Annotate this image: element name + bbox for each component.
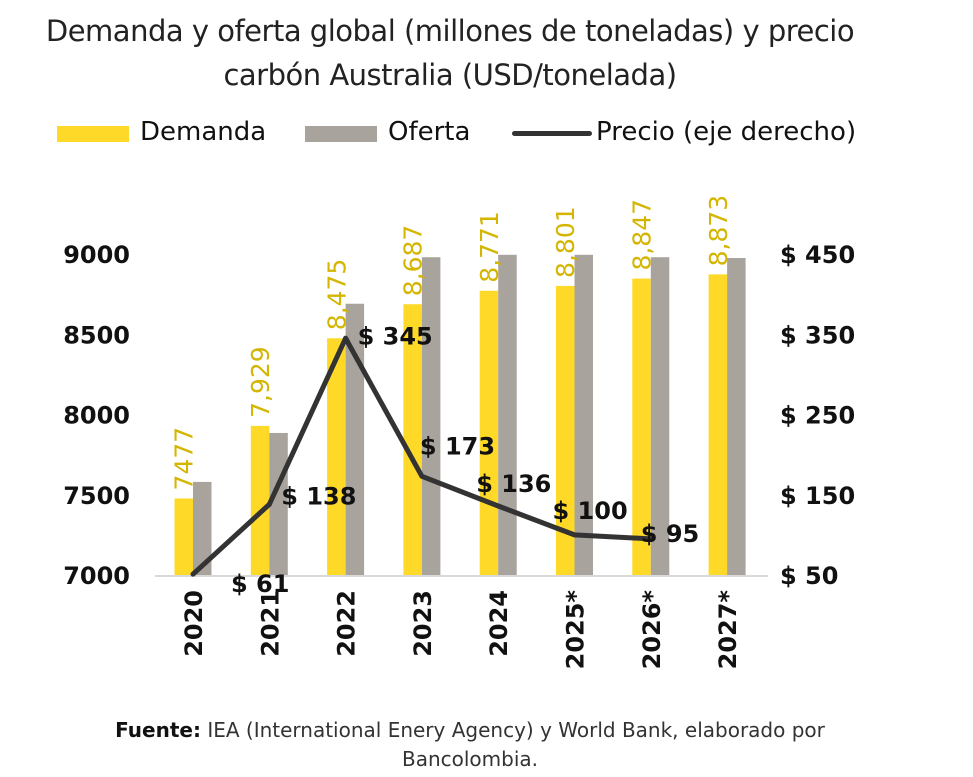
legend-swatch-demanda — [57, 126, 129, 142]
source-label: Fuente: — [115, 718, 201, 742]
bar-demanda — [556, 285, 575, 575]
data-label-precio: $ 100 — [553, 497, 628, 525]
chart-title-line2: carbón Australia (USD/tonelada) — [223, 58, 677, 92]
data-label-precio: $ 345 — [358, 322, 433, 350]
bar-demanda — [327, 338, 346, 575]
chart-title-line1: Demanda y oferta global (millones de ton… — [45, 14, 855, 48]
source-note: Fuente: IEA (International Enery Agency)… — [20, 716, 920, 774]
point-precio — [343, 335, 349, 341]
y-right-tick-label: $ 150 — [780, 482, 855, 510]
y-right-tick-label: $ 450 — [780, 241, 855, 269]
data-label-demanda: 8,801 — [551, 206, 580, 278]
y-left-tick-label: 9000 — [63, 241, 130, 269]
source-text2: Bancolombia. — [401, 747, 539, 771]
bar-demanda — [403, 304, 422, 575]
bar-demanda — [632, 278, 651, 575]
point-precio — [495, 503, 501, 509]
data-label-precio: $ 173 — [420, 432, 495, 460]
y-left-tick-label: 8000 — [63, 402, 130, 430]
x-tick-label: 2024 — [485, 590, 513, 657]
legend: Demanda Oferta Precio (eje derecho) — [0, 117, 973, 151]
data-label-precio: $ 136 — [476, 470, 551, 498]
y-right-tick-label: $ 250 — [780, 402, 855, 430]
bar-demanda — [250, 425, 270, 575]
legend-label-precio: Precio (eje derecho) — [596, 117, 857, 147]
x-tick-label: 2023 — [409, 590, 437, 657]
x-tick-label: 2022 — [333, 590, 361, 657]
data-label-demanda: 8,873 — [704, 195, 733, 267]
bar-oferta — [727, 258, 746, 575]
legend-label-oferta: Oferta — [388, 117, 471, 147]
data-label-precio: $ 138 — [281, 482, 356, 510]
point-precio — [419, 473, 425, 479]
point-precio — [572, 532, 577, 538]
bar-oferta — [574, 254, 593, 576]
bar-oferta — [650, 257, 670, 575]
legend-swatch-precio — [512, 131, 592, 136]
y-left-tick-label: 8500 — [63, 321, 130, 349]
data-label-demanda: 8,687 — [399, 225, 428, 297]
bar-oferta — [345, 303, 365, 575]
point-precio — [190, 571, 196, 577]
bar-demanda — [174, 498, 193, 575]
bar-oferta — [498, 254, 517, 576]
point-precio — [648, 536, 654, 542]
data-label-precio: $ 95 — [641, 520, 699, 548]
data-label-demanda: 8,771 — [475, 211, 504, 283]
y-right-tick-label: $ 350 — [780, 321, 855, 349]
point-precio — [266, 501, 272, 507]
bar-demanda — [708, 274, 728, 575]
data-label-demanda: 8,475 — [322, 259, 351, 331]
y-right-tick-label: $ 50 — [780, 562, 838, 590]
bar-oferta — [421, 257, 441, 575]
x-tick-label: 2025* — [562, 590, 590, 670]
bar-oferta — [193, 481, 212, 575]
x-tick-label: 2027* — [714, 590, 742, 670]
legend-label-demanda: Demanda — [140, 117, 267, 147]
x-tick-label: 2026* — [638, 590, 666, 670]
y-left-tick-label: 7000 — [63, 562, 130, 590]
y-left-tick-label: 7500 — [63, 482, 130, 510]
legend-swatch-oferta — [305, 126, 377, 142]
data-label-demanda: 7,929 — [246, 346, 275, 418]
data-label-demanda: 8,847 — [628, 199, 657, 271]
data-label-precio: $ 61 — [231, 570, 289, 598]
data-label-demanda: 7477 — [170, 427, 199, 491]
x-tick-label: 2021 — [256, 590, 284, 657]
x-tick-label: 2020 — [180, 590, 208, 657]
source-text: IEA (International Enery Agency) y World… — [207, 718, 825, 742]
